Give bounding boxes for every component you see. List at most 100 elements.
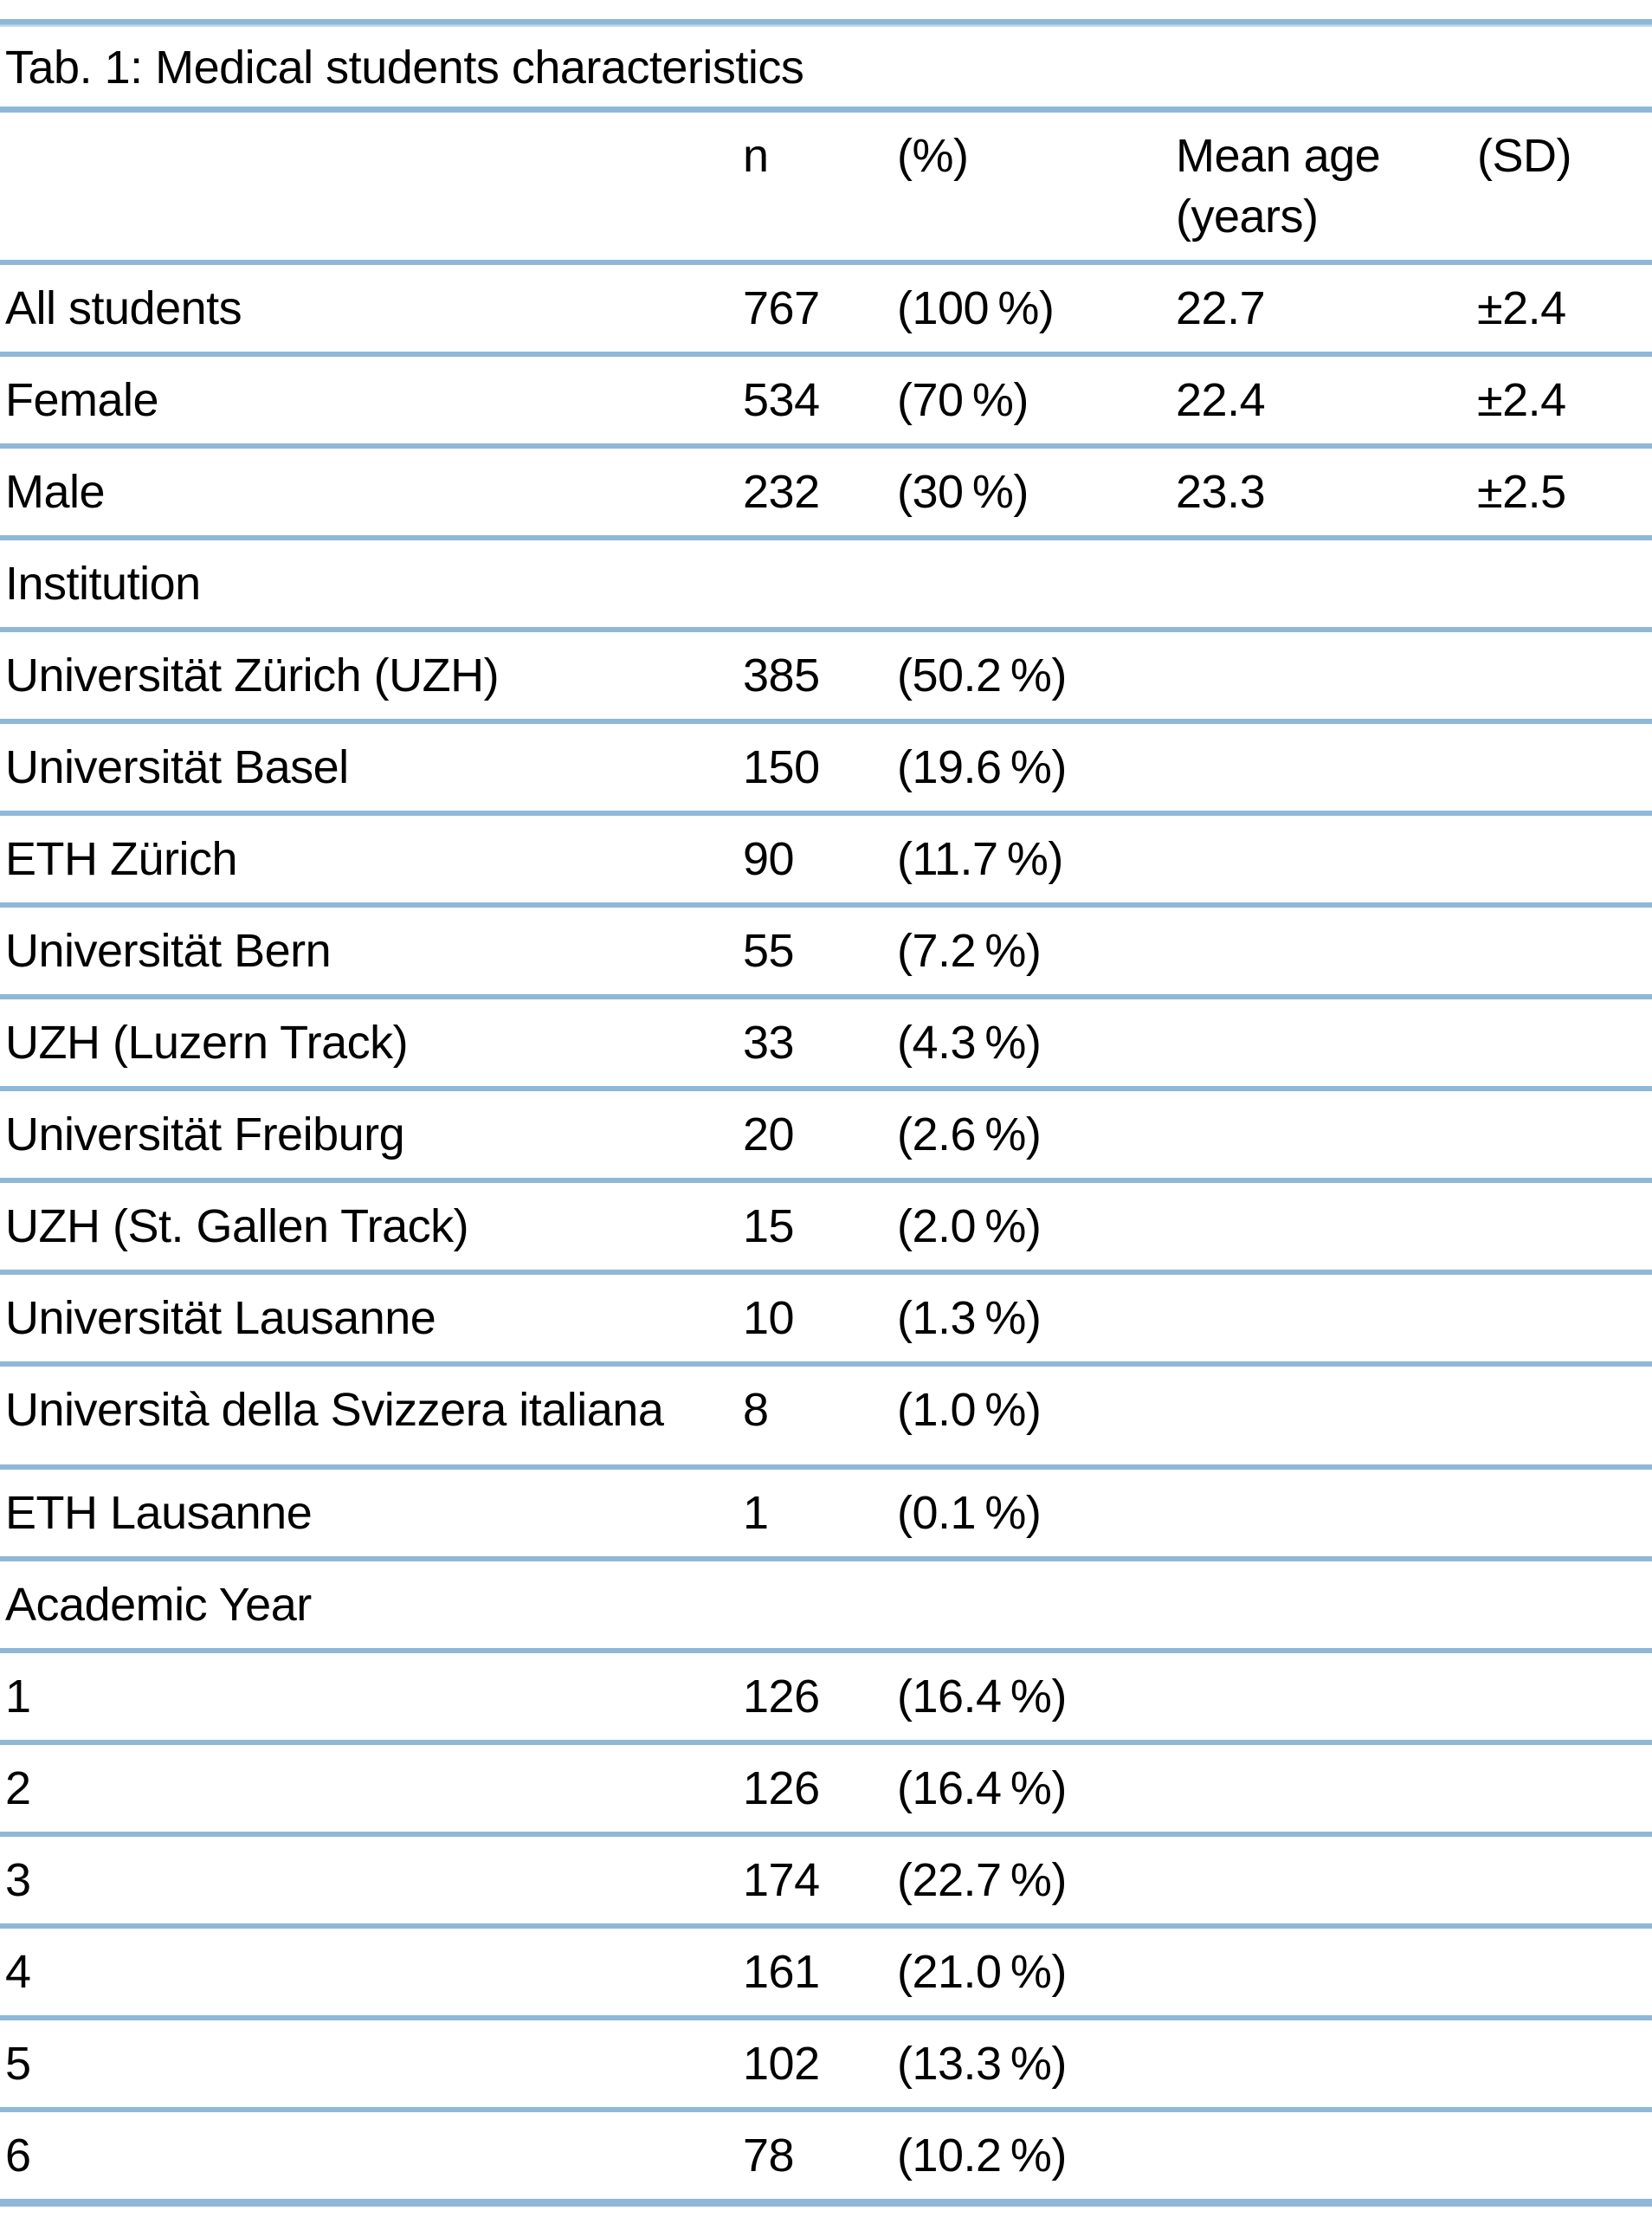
row-label: 5 (5, 2038, 31, 2090)
row-label: 4 (5, 1946, 31, 1998)
cell-mean-age (1171, 1834, 1472, 1926)
table-row: 5 102 (13.3 %) (0, 2018, 1652, 2110)
cell-mean-age (1171, 813, 1472, 905)
table-row: ETH Zürich 90 (11.7 %) (0, 813, 1652, 905)
cell-n: 8 (743, 1384, 769, 1436)
cell-n: 126 (743, 1671, 820, 1723)
table-body: All students 767 (100 %) 22.7 ±2.4 Female 534(… (0, 262, 1652, 2203)
cell-percent: (7.2 %) (897, 925, 1042, 977)
header-sd: (SD) (1477, 130, 1571, 182)
cell-mean-age (1171, 1364, 1472, 1467)
cell-sd (1472, 813, 1652, 905)
row-label: UZH (St. Gallen Track) (5, 1200, 469, 1252)
cell-percent: (2.6 %) (897, 1108, 1042, 1160)
cell-sd (1472, 630, 1652, 721)
cell-n: 534 (743, 374, 820, 426)
table-row: 2 126 (16.4 %) (0, 1742, 1652, 1834)
cell-n: 150 (743, 741, 820, 793)
row-label: UZH (Luzern Track) (5, 1017, 409, 1069)
cell-mean-age (1171, 905, 1472, 997)
cell-percent: (19.6 %) (897, 741, 1067, 793)
cell-mean-age (1171, 2110, 1472, 2203)
cell-percent: (21.0 %) (897, 1946, 1067, 1998)
row-label: ETH Zürich (5, 833, 238, 885)
table-row: Universität Basel 150 (19.6 %) (0, 721, 1652, 813)
cell-percent: (4.3 %) (897, 1017, 1042, 1069)
row-label: Universität Bern (5, 925, 332, 977)
header-mean-age: Mean age (years) (1171, 113, 1472, 262)
cell-n: 767 (743, 282, 820, 334)
cell-sd (1472, 2110, 1652, 2203)
cell-n: 174 (743, 1854, 820, 1906)
header-row: n (%) Mean age (years) (SD) (0, 113, 1652, 262)
table-row: 6 78 (10.2 %) (0, 2110, 1652, 2203)
section-row: Institution (0, 538, 1652, 630)
row-label: 3 (5, 1854, 31, 1906)
cell-sd (1472, 1834, 1652, 1926)
cell-sd (1472, 905, 1652, 997)
cell-sd: ±2.5 (1477, 466, 1566, 518)
section-label: Academic Year (5, 1579, 312, 1631)
students-characteristics-table: n (%) Mean age (years) (SD) All students… (0, 113, 1652, 2207)
cell-sd (1472, 1089, 1652, 1180)
cell-sd (1472, 2018, 1652, 2110)
row-label: Universität Zürich (UZH) (5, 650, 500, 701)
cell-mean-age (1171, 630, 1472, 721)
cell-sd (1472, 1364, 1652, 1467)
cell-percent: (1.3 %) (897, 1292, 1042, 1344)
cell-sd (1472, 1651, 1652, 1742)
cell-percent: (22.7 %) (897, 1854, 1067, 1906)
row-label: 2 (5, 1762, 31, 1814)
row-label: 6 (5, 2130, 31, 2181)
row-label: Università della Svizzera italiana (5, 1384, 664, 1436)
header-percent: (%) (897, 130, 969, 182)
table-row: Female 534 (70 %) 22.4 ±2.4 (0, 354, 1652, 446)
table-row: Universität Zürich (UZH) 385 (50.2 %) (0, 630, 1652, 721)
row-label: Universität Basel (5, 741, 349, 793)
table-row: 3 174 (22.7 %) (0, 1834, 1652, 1926)
table-row: Universität Freiburg 20 (2.6 %) (0, 1089, 1652, 1180)
cell-percent: (16.4 %) (897, 1671, 1067, 1723)
table-title: Tab. 1: Medical students characteristics (0, 27, 1652, 113)
table-row: 4 161 (21.0 %) (0, 1926, 1652, 2018)
header-mean-age-line2: (years) (1176, 191, 1319, 242)
cell-mean-age: 22.4 (1176, 374, 1266, 426)
table-row: UZH (St. Gallen Track) 15 (2.0 %) (0, 1180, 1652, 1272)
cell-n: 102 (743, 2038, 820, 2090)
cell-n: 55 (743, 925, 795, 977)
cell-n: 33 (743, 1017, 795, 1069)
table-row: 1 126 (16.4 %) (0, 1651, 1652, 1742)
cell-sd: ±2.4 (1477, 374, 1566, 426)
cell-sd: ±2.4 (1477, 282, 1566, 334)
cell-mean-age (1171, 1651, 1472, 1742)
cell-percent: (2.0 %) (897, 1200, 1042, 1252)
cell-sd (1472, 1180, 1652, 1272)
cell-mean-age (1171, 2018, 1472, 2110)
header-mean-age-line1: Mean age (1176, 130, 1381, 182)
cell-percent: (10.2 %) (897, 2130, 1067, 2181)
cell-n: 385 (743, 650, 820, 701)
cell-percent: (70 %) (897, 374, 1029, 426)
row-label: Male (5, 466, 106, 518)
cell-percent: (100 %) (897, 282, 1055, 334)
cell-mean-age (1171, 1272, 1472, 1364)
cell-percent: (30 %) (897, 466, 1029, 518)
table-row: Universität Bern 55 (7.2 %) (0, 905, 1652, 997)
cell-n: 10 (743, 1292, 795, 1344)
row-label: Female (5, 374, 159, 426)
section-label: Institution (5, 558, 201, 610)
top-rule (0, 19, 1652, 27)
cell-mean-age (1171, 1926, 1472, 2018)
row-label: ETH Lausanne (5, 1487, 313, 1539)
cell-mean-age (1171, 1467, 1472, 1559)
cell-sd (1472, 997, 1652, 1089)
row-label: Universität Lausanne (5, 1292, 436, 1344)
cell-mean-age (1171, 721, 1472, 813)
cell-sd (1472, 1467, 1652, 1559)
row-label: All students (5, 282, 242, 334)
cell-n: 232 (743, 466, 820, 518)
cell-mean-age: 22.7 (1176, 282, 1266, 334)
table-row: Universität Lausanne 10 (1.3 %) (0, 1272, 1652, 1364)
cell-n: 126 (743, 1762, 820, 1814)
